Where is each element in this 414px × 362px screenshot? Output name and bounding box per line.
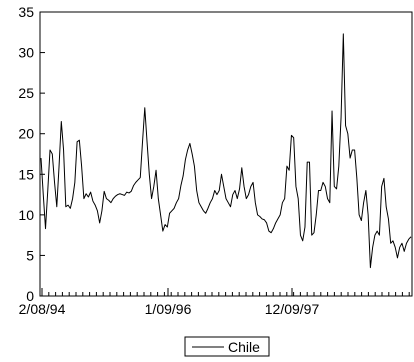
y-tick-label: 10 [18, 207, 34, 223]
y-tick-label: 0 [26, 288, 34, 304]
y-tick-label: 15 [18, 166, 34, 182]
y-tick-label: 35 [18, 4, 34, 20]
x-tick-label: 2/08/94 [19, 301, 66, 317]
series-layer [40, 33, 412, 269]
series-line-chile [40, 33, 412, 269]
y-tick-label: 25 [18, 85, 34, 101]
y-tick-label: 5 [26, 247, 34, 263]
x-tick-label: 1/09/96 [145, 301, 192, 317]
y-axis: 0 5 10 15 20 25 30 35 [18, 4, 45, 304]
y-tick-label: 20 [18, 126, 34, 142]
plot-frame [39, 11, 413, 297]
legend-label-chile: Chile [228, 339, 260, 355]
y-tick-label: 30 [18, 45, 34, 61]
x-tick-label: 12/09/97 [265, 301, 320, 317]
plot-border [39, 11, 413, 297]
legend: Chile [184, 336, 270, 357]
x-axis: 2/08/94 1/09/96 12/09/97 [19, 288, 410, 317]
legend-box [184, 336, 270, 357]
